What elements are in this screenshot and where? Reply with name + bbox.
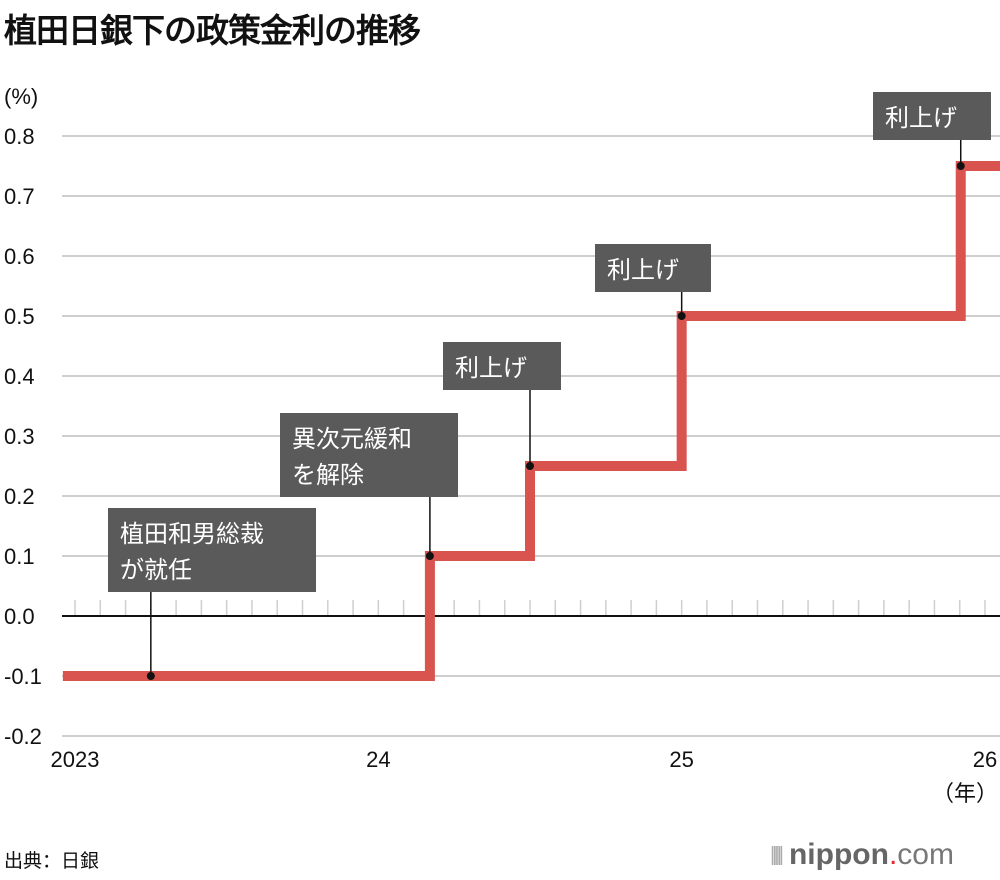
x-tick-label: 25 xyxy=(669,747,693,772)
step-line-chart: (%) -0.2 -0.1 0.0 0.1 0.2 0.3 0.4 0.5 0.6 0.7 0.8 20… xyxy=(4,84,1000,806)
annotation-point xyxy=(146,672,155,680)
y-tick-label: 0.8 xyxy=(4,124,35,149)
y-tick-label: 0.7 xyxy=(4,184,35,209)
annotation-box xyxy=(873,92,991,140)
y-tick-label: 0.2 xyxy=(4,484,35,509)
x-tick-label: 26 xyxy=(973,747,997,772)
x-tick-label: 24 xyxy=(366,747,390,772)
annotation-box xyxy=(280,413,458,497)
annotation-label: 利上げ xyxy=(607,256,679,284)
annotation-label: 異次元緩和 xyxy=(292,425,412,453)
y-tick-label: 0.5 xyxy=(4,304,35,329)
annotation-box xyxy=(595,244,711,292)
y-tick-label: 0.6 xyxy=(4,244,35,269)
y-tick-label: 0.1 xyxy=(4,544,35,569)
nippon-logo: ||||| nippon.com xyxy=(770,838,954,872)
logo-suffix: com xyxy=(897,838,954,871)
y-tick-label: -0.2 xyxy=(4,724,42,749)
annotation-point xyxy=(526,462,534,470)
policy-rate-line xyxy=(62,161,1000,681)
y-tick-label: 0.0 xyxy=(4,604,35,629)
source-note: 出典：日銀 xyxy=(4,850,100,872)
annotation-box xyxy=(443,342,561,390)
y-tick-label: 0.4 xyxy=(4,364,35,389)
annotation-label: 利上げ xyxy=(885,104,957,132)
x-tick-label: 2023 xyxy=(51,747,100,772)
y-axis-label: (%) xyxy=(4,84,38,109)
annotation-point xyxy=(425,552,434,560)
x-axis-label: （年） xyxy=(932,781,998,806)
annotation-label: 利上げ xyxy=(455,354,527,382)
logo-dot: . xyxy=(888,838,898,871)
y-tick-label: -0.1 xyxy=(4,664,42,689)
annotation-point xyxy=(956,162,965,170)
annotation-point xyxy=(677,312,686,320)
annotation-box xyxy=(108,508,316,592)
annotation-label: 植田和男総裁 xyxy=(120,520,264,548)
logo-text: nippon xyxy=(788,838,889,871)
annotation-label: が就任 xyxy=(120,556,192,584)
chart-title: 植田日銀下の政策金利の推移 xyxy=(4,11,421,50)
logo-bars-icon: ||||| xyxy=(770,844,784,866)
y-tick-label: 0.3 xyxy=(4,424,35,449)
annotation-label: を解除 xyxy=(292,461,364,489)
